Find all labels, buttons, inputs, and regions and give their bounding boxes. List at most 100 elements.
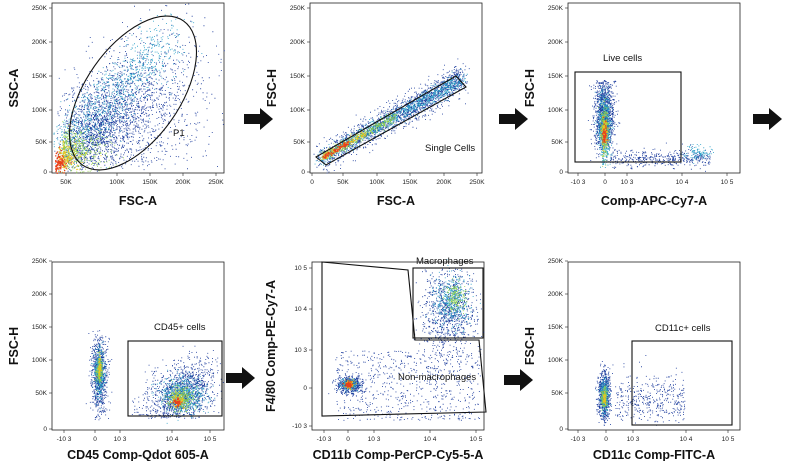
y-tick-label: 200K [290,39,306,46]
x-tick-label: 150K [142,179,158,186]
y-tick-label: -10 3 [292,423,307,430]
event-dots [167,388,188,410]
y-tick-label: 200K [548,39,564,46]
y-tick-label: 200K [32,39,48,46]
event-dots [131,345,224,419]
y-tick-label: 50K [35,390,47,397]
y-axis-label: FSC-H [523,69,537,107]
gate-cd45-cells [127,340,223,417]
event-dots [313,58,470,174]
x-tick-label: 0 [603,179,607,186]
event-dots [615,355,686,426]
x-axis-label: FSC-A [119,194,157,208]
x-tick-label: 10 5 [722,436,735,443]
gate-label: P1 [173,128,185,139]
plot-frame [311,261,485,431]
y-tick-label: 150K [290,73,306,80]
y-tick-label: 250K [32,5,48,12]
event-dots [55,146,72,174]
gate-label-2: Non-macrophages [398,372,476,383]
x-tick-label: 200K [175,179,191,186]
y-tick-label: 100K [548,357,564,364]
x-tick-label: 50K [337,179,349,186]
y-tick-label: 100K [548,107,564,114]
panel-p3: -10 3 0 10 3 10 4 10 5 0 50K 100K 150K 200K 250K Co… [523,2,741,208]
event-dots [172,397,183,408]
y-tick-label: 50K [35,139,47,146]
x-tick-label: 100K [109,179,125,186]
y-tick-label: 150K [32,73,48,80]
x-tick-label: -10 3 [571,436,586,443]
right-arrow-icon [753,108,782,130]
y-axis-label: FSC-H [523,327,537,365]
x-tick-label: 10 4 [676,179,689,186]
y-tick-label: 10 3 [294,347,307,354]
x-tick-label: -10 3 [57,436,72,443]
y-axis-label: F4/80 Comp-PE-Cy7-A [264,280,278,412]
gate-label: Live cells [603,53,642,64]
event-dots [413,268,485,384]
y-tick-label: 200K [32,291,48,298]
x-tick-label: 10 4 [424,436,437,443]
x-tick-label: 10 4 [166,436,179,443]
plot-frame [51,2,225,174]
x-tick-label: 10 3 [621,179,634,186]
y-tick-label: 0 [559,169,563,176]
x-tick-label: 0 [346,436,350,443]
x-tick-label: 10 4 [680,436,693,443]
y-tick-label: 50K [551,139,563,146]
right-arrow-icon [499,108,528,130]
gate-p1 [68,15,198,171]
x-tick-label: 0 [604,436,608,443]
x-axis-label: Comp-APC-Cy7-A [601,194,707,208]
panel-p4: -10 3 0 10 3 10 4 10 5 0 50K 100K 150K 200K 250K CD… [7,258,225,461]
gate-cd11c-cells [631,340,733,426]
y-axis-label: FSC-H [7,327,21,365]
panel-p1: 50K 100K 150K 200K 250K 0 50K 100K 150K 200K 250K F… [7,2,225,208]
x-tick-label: 250K [469,179,485,186]
gate-label: CD11c+ cells [655,323,711,334]
event-dots [600,385,609,411]
y-tick-label: 0 [43,169,47,176]
y-axis-label: FSC-H [265,69,279,107]
event-dots [425,259,481,335]
y-tick-label: 10 5 [294,265,307,272]
y-tick-label: 100K [32,357,48,364]
panel-p6: -10 3 0 10 3 10 4 10 5 0 50K 100K 150K 200K 250K CD… [523,258,741,461]
gate-label: Single Cells [425,143,475,154]
event-dots [96,355,102,380]
y-tick-label: 250K [290,5,306,12]
x-tick-label: -10 3 [571,179,586,186]
plot-frame [51,261,225,431]
plot-frame [309,2,483,174]
x-tick-label: 100K [369,179,385,186]
y-tick-label: 250K [32,258,48,265]
x-tick-label: 10 3 [114,436,127,443]
event-dots [602,390,607,407]
y-tick-label: 50K [551,390,563,397]
x-tick-label: 10 3 [368,436,381,443]
y-tick-label: 0 [303,385,307,392]
event-dots [601,116,608,143]
y-tick-label: 150K [548,73,564,80]
x-axis-label: CD45 Comp-Qdot 605-A [67,448,209,461]
y-tick-label: 10 4 [294,306,307,313]
y-tick-label: 50K [293,139,305,146]
gate-label: CD45+ cells [154,322,206,333]
x-tick-label: 50K [60,179,72,186]
right-arrow-icon [504,369,533,391]
x-axis-label: FSC-A [377,194,415,208]
y-tick-label: 0 [559,426,563,433]
plot-frame [567,2,741,174]
x-tick-label: 150K [402,179,418,186]
x-axis-label: CD11c Comp-FITC-A [593,448,715,461]
right-arrow-icon [244,108,273,130]
right-arrow-icon [226,367,255,389]
panel-p2: 0 50K 100K 150K 200K 250K 0 50K 100K 150K 200K 250K… [265,2,485,208]
y-tick-label: 250K [548,5,564,12]
event-dots [91,341,107,410]
x-tick-label: 0 [310,179,314,186]
plot-frame [567,261,741,431]
x-tick-label: 10 5 [721,179,734,186]
